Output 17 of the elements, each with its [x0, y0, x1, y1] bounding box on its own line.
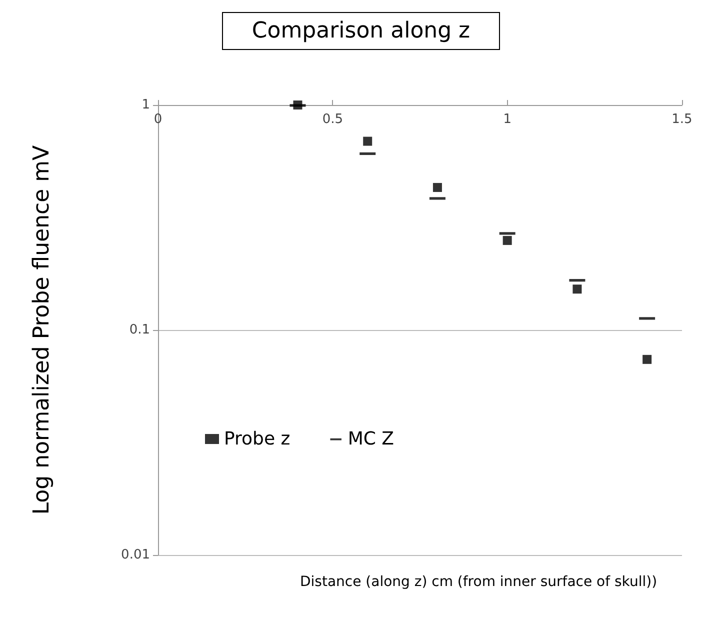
point: [502, 236, 512, 245]
point: [572, 284, 582, 294]
x-tick-label: 0.5: [322, 112, 344, 127]
legend-label: MC Z: [348, 428, 394, 450]
legend-label: Probe z: [224, 428, 290, 450]
x-tick-label: 1: [503, 112, 512, 127]
chart-title: Comparison along z: [252, 18, 470, 44]
x-axis-title: Distance (along z) cm (from inner surface of skull)): [300, 574, 658, 590]
point: [432, 182, 442, 192]
point: [642, 354, 652, 364]
x-tick-label: 1.5: [672, 112, 692, 127]
y-tick-label: 1: [142, 98, 150, 112]
y-axis-title: Log normalized Probe fluence mV: [30, 145, 54, 515]
x-tick-label: 0: [154, 112, 162, 127]
y-tick-label: 0.01: [121, 548, 150, 562]
y-tick-label: 0.1: [129, 322, 150, 338]
point: [363, 136, 372, 146]
